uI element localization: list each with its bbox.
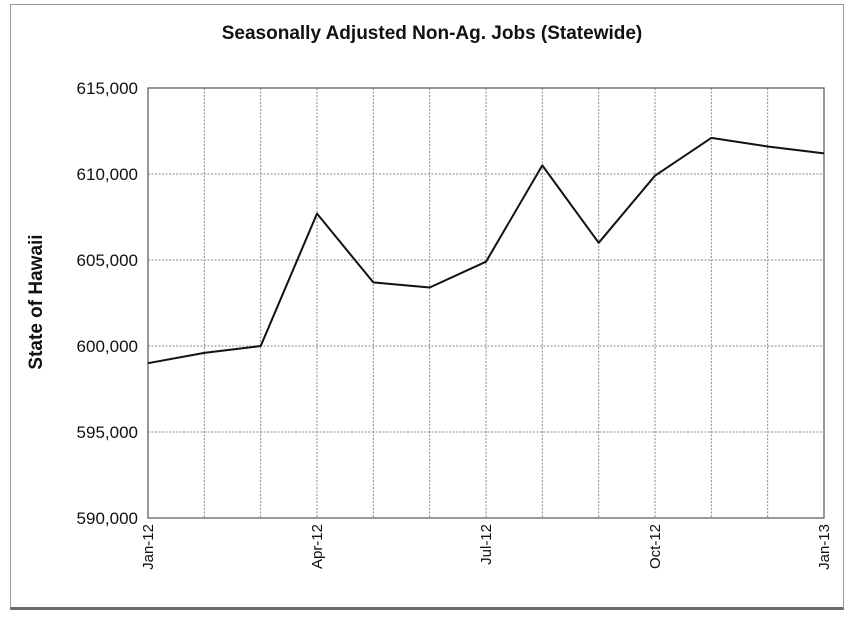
y-tick-label: 595,000 [77, 423, 138, 442]
y-axis-label: State of Hawaii [26, 234, 47, 369]
y-tick-labels: 590,000 595,000 600,000 605,000 610,000 615,0… [77, 79, 138, 528]
chart-title: Seasonally Adjusted Non-Ag. Jobs (Statew… [222, 23, 643, 44]
x-tick-label: Jul-12 [478, 524, 495, 565]
x-tick-label: Oct-12 [647, 524, 664, 569]
x-tick-labels: Jan-12 Apr-12 Jul-12 Oct-12 Jan-13 [140, 524, 833, 570]
chart-frame [10, 4, 844, 610]
y-tick-label: 605,000 [77, 251, 138, 270]
y-tick-label: 590,000 [77, 509, 138, 528]
grid-lines [148, 87, 824, 518]
y-tick-label: 615,000 [77, 79, 138, 98]
plot-area-border [147, 87, 825, 519]
x-tick-label: Apr-12 [309, 524, 326, 569]
y-tick-label: 610,000 [77, 165, 138, 184]
y-tick-label: 600,000 [77, 337, 138, 356]
series-line [147, 136, 825, 365]
axes [147, 87, 825, 519]
x-tick-label: Jan-13 [816, 524, 833, 570]
x-tick-label: Jan-12 [140, 524, 157, 570]
series-layer [147, 136, 825, 365]
